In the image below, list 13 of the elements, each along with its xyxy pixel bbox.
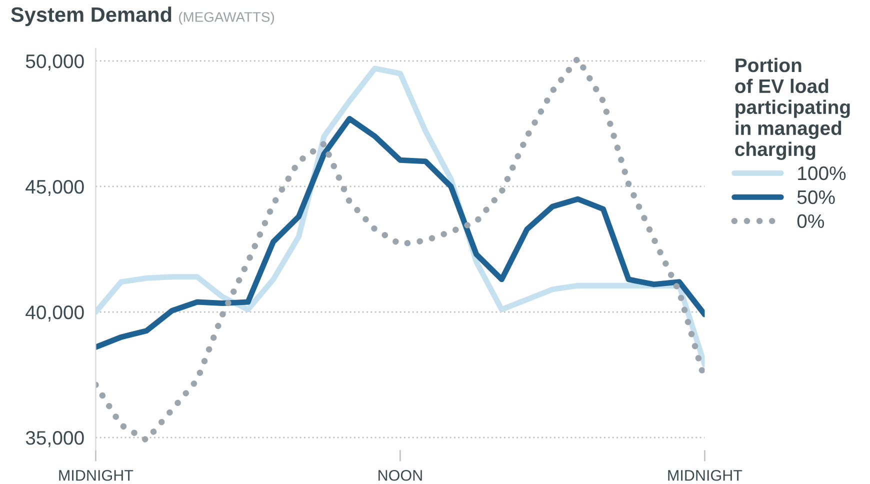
x-tick-label: NOON: [378, 470, 422, 481]
y-tick-label: 50,000: [26, 54, 84, 70]
legend-label: 0%: [797, 214, 824, 228]
chart-title: System Demand: [11, 6, 172, 26]
x-tick-label: MIDNIGHT: [668, 470, 742, 481]
chart-subtitle: (MEGAWATTS): [179, 12, 274, 25]
y-tick-label: 40,000: [26, 305, 84, 322]
legend-label: 100%: [798, 166, 846, 180]
y-tick-label: 45,000: [26, 180, 84, 196]
y-tick-label: 35,000: [26, 431, 84, 448]
x-tick-label: MIDNIGHT: [59, 470, 134, 481]
legend-label: 50%: [797, 190, 835, 204]
legend-title: Portion of EV load participating in managed charging: [735, 58, 850, 160]
